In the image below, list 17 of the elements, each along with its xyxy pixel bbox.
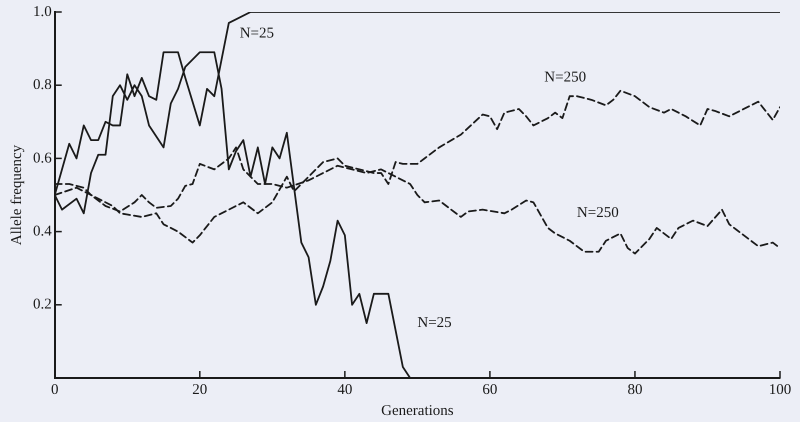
- x-tick-label: 60: [482, 382, 498, 398]
- series-label: N=250: [576, 204, 619, 221]
- series-label: N=25: [417, 314, 452, 331]
- x-tick-label: 80: [627, 382, 642, 398]
- y-tick-label: 0.8: [33, 77, 52, 94]
- x-axis-title: Generations: [381, 402, 454, 419]
- series-label: N=250: [544, 70, 586, 86]
- y-tick-label: 0.6: [33, 150, 52, 166]
- y-tick-label: 1.0: [33, 4, 52, 20]
- x-tick-label: 40: [337, 382, 352, 398]
- y-tick-label: 0.2: [33, 296, 52, 313]
- x-tick-label: 0: [51, 382, 58, 398]
- x-tick-label: 20: [192, 382, 208, 398]
- series-label: N=25: [240, 26, 274, 42]
- y-tick-label: 0.4: [33, 224, 52, 240]
- x-tick-label: 100: [768, 382, 792, 398]
- y-axis-title: Allele frequency: [8, 144, 25, 246]
